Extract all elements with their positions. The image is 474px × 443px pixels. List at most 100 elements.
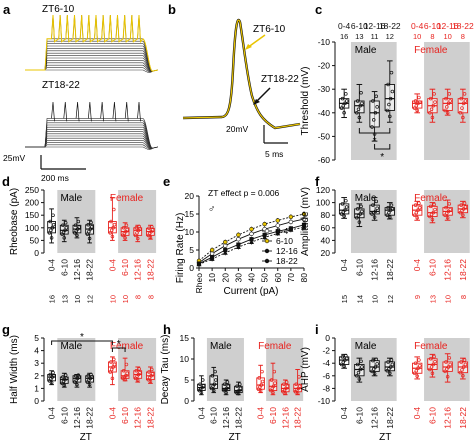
box-0-4 (47, 370, 56, 386)
data-point (124, 374, 128, 378)
group-label: 6-10 (424, 21, 441, 31)
highlight-trace (25, 14, 159, 72)
sig-star: * (80, 332, 84, 343)
box-iqr (457, 98, 469, 114)
data-point (112, 362, 117, 367)
data-point (63, 373, 68, 377)
box-0-4 (108, 197, 117, 241)
data-point (371, 99, 375, 103)
panel-letter: g (2, 322, 10, 337)
data-point (375, 206, 379, 211)
axis-label-y: Decay Tau (ms) (160, 335, 171, 405)
data-point (61, 223, 65, 228)
data-point (344, 99, 349, 103)
shade-male-night (350, 190, 397, 253)
spike-label-bottom: ZT18-22 (261, 74, 299, 85)
data-point (50, 226, 55, 230)
group-label: 6-10 (120, 407, 130, 424)
legend-marker (264, 248, 270, 254)
data-point (373, 111, 378, 115)
data-point (339, 106, 344, 110)
data-point (147, 370, 151, 374)
box-12-16 (72, 373, 82, 388)
y-tick-label: 200 (25, 198, 39, 208)
data-point (444, 360, 448, 364)
group-label: 6-10 (209, 407, 219, 424)
group-label: 12-16 (280, 407, 290, 429)
data-point (76, 219, 81, 224)
data-point (288, 219, 294, 225)
data-point (374, 357, 379, 362)
data-point (448, 207, 452, 212)
data-point (123, 236, 127, 240)
y-tick-label: 80 (321, 210, 331, 220)
data-point (458, 370, 463, 375)
data-point (275, 223, 280, 228)
data-point (388, 114, 392, 119)
scale-label-time: 200 ms (41, 173, 69, 183)
n-label: 10 (371, 295, 380, 303)
trace-label-bottom: ZT18-22 (42, 80, 80, 91)
box-18-22 (384, 357, 395, 377)
label-female: Female (414, 193, 448, 204)
y-tick-label: 1 (34, 383, 39, 393)
y-tick-label: 5 (184, 375, 189, 385)
n-label: 13 (355, 32, 363, 41)
data-point (356, 107, 361, 112)
data-point (460, 106, 464, 110)
group-label: 0-4 (47, 407, 57, 420)
group-label: 18-22 (458, 259, 468, 281)
panel-c: c -10 -20 -30 -40 -50 -60 Threshold (mV) Male Fem… (300, 2, 474, 165)
data-point (284, 380, 289, 384)
n-label: 10 (121, 295, 130, 303)
data-point (358, 367, 362, 372)
box-0-4 (412, 356, 423, 380)
data-point (461, 374, 465, 378)
y-tick-label: -8 (322, 383, 330, 393)
data-point (463, 205, 468, 209)
box-12-16 (221, 379, 231, 396)
box-0-4 (197, 375, 206, 396)
data-point (75, 382, 79, 387)
data-point (429, 212, 434, 217)
group-label: 12-16 (72, 407, 82, 429)
data-point (417, 95, 421, 100)
data-point (373, 365, 378, 369)
panel-letter: e (163, 174, 170, 189)
y-tick-label: -30 (318, 84, 331, 94)
data-point (294, 382, 298, 386)
legend-label: 12-16 (276, 246, 298, 256)
data-point (386, 205, 390, 210)
axis-label-y: AHP (mV) (300, 347, 311, 392)
data-point (461, 115, 465, 120)
data-point (370, 125, 374, 129)
data-point (275, 230, 281, 236)
data-point (375, 105, 379, 109)
data-point (112, 207, 116, 212)
y-tick-label: -60 (318, 155, 331, 165)
data-point (431, 210, 436, 215)
group-label: 12-16 (133, 259, 143, 281)
data-point (372, 371, 377, 376)
axis-label-y: Threshold (mV) (300, 67, 311, 136)
data-point (344, 198, 348, 203)
data-point (49, 228, 53, 233)
box-18-22 (384, 202, 395, 220)
data-point (212, 382, 217, 386)
data-point (356, 370, 361, 375)
data-point (370, 369, 374, 374)
data-point (62, 383, 67, 388)
trace-label-top: ZT6-10 (42, 4, 75, 15)
data-point (258, 389, 263, 393)
data-point (360, 365, 364, 369)
data-point (110, 234, 115, 239)
data-point (249, 226, 254, 232)
data-point (259, 383, 264, 387)
y-tick-label: -40 (318, 108, 331, 118)
box-0-4 (47, 208, 56, 244)
data-point (461, 365, 466, 369)
data-point (213, 369, 217, 374)
group-label: 12-16 (364, 21, 386, 31)
data-point (447, 356, 452, 360)
